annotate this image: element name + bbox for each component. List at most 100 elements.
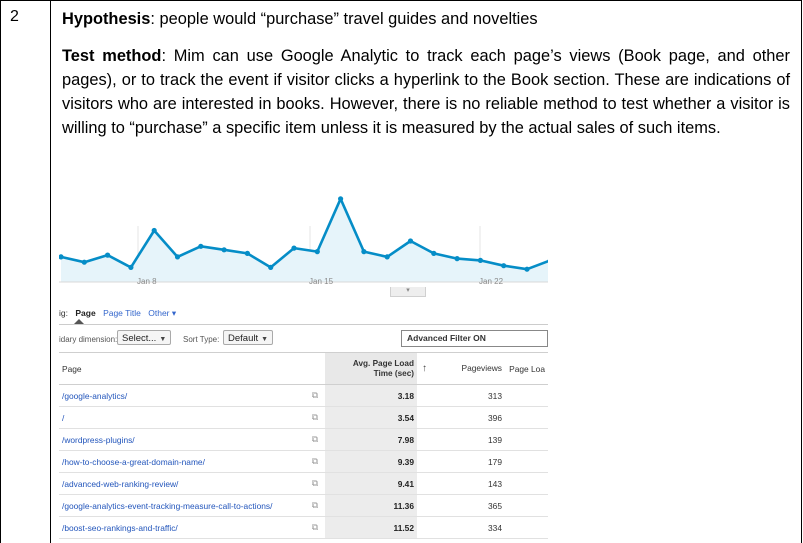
chart-data-point[interactable] xyxy=(431,250,437,256)
chart-data-point[interactable] xyxy=(59,254,64,260)
chevron-down-icon: ▼ xyxy=(159,336,167,343)
column-header-load-time[interactable]: Avg. Page Load Time (sec) xyxy=(325,352,417,385)
table-header-row: Page Avg. Page Load Time (sec) ↑ Pageviews… xyxy=(59,352,548,385)
test-method-label: Test method xyxy=(62,47,162,65)
sort-type-value: Default xyxy=(228,333,259,344)
row-number: 2 xyxy=(10,8,19,25)
x-tick-label: Jan 8 xyxy=(137,277,157,286)
secondary-dimension-value: Select... xyxy=(122,333,157,344)
load-time-value: 3.18 xyxy=(325,384,417,407)
open-page-icon[interactable]: ⧉ xyxy=(305,406,325,429)
chart-data-point[interactable] xyxy=(268,264,274,270)
column-header-spacer xyxy=(305,352,325,385)
load-time-value: 9.41 xyxy=(325,472,417,495)
open-page-icon[interactable]: ⧉ xyxy=(305,494,325,517)
chart-area-fill xyxy=(61,198,548,282)
data-table: Page Avg. Page Load Time (sec) ↑ Pageviews… xyxy=(59,352,548,539)
page-load-cell xyxy=(505,450,548,473)
table-row: /how-to-choose-a-great-domain-name/ ⧉ 9.… xyxy=(59,450,548,473)
test-method-paragraph: Test method: Mim can use Google Analytic… xyxy=(62,44,790,140)
pageviews-value: 179 xyxy=(417,450,505,473)
pageviews-value: 396 xyxy=(417,406,505,429)
dimension-other[interactable]: Other ▾ xyxy=(148,308,177,318)
chart-data-point[interactable] xyxy=(361,249,367,255)
load-time-header-line2: Time (sec) xyxy=(373,368,414,378)
sort-type-select[interactable]: Default ▼ xyxy=(223,330,274,345)
pageviews-value: 334 xyxy=(417,516,505,539)
dimension-divider xyxy=(59,324,548,325)
chart-data-point[interactable] xyxy=(198,243,204,249)
load-time-header-line1: Avg. Page Load xyxy=(352,358,414,368)
table-top-border xyxy=(0,0,802,1)
secondary-dimension-label: idary dimension: xyxy=(59,335,118,344)
active-dimension-marker xyxy=(74,319,84,324)
pageviews-chart xyxy=(59,196,548,283)
table-row: /advanced-web-ranking-review/ ⧉ 9.41 143 xyxy=(59,472,548,495)
x-tick-label: Jan 22 xyxy=(479,277,504,286)
chart-data-point[interactable] xyxy=(151,227,157,234)
page-load-cell xyxy=(505,494,548,517)
pageviews-value: 143 xyxy=(417,472,505,495)
hypothesis-text: : people would “purchase” travel guides … xyxy=(150,10,538,28)
page-load-cell xyxy=(505,516,548,539)
chart-data-point[interactable] xyxy=(407,238,414,244)
open-page-icon[interactable]: ⧉ xyxy=(305,516,325,539)
page-link[interactable]: /boost-seo-rankings-and-traffic/ xyxy=(59,516,305,539)
chart-data-point[interactable] xyxy=(384,254,390,260)
chart-data-point[interactable] xyxy=(221,247,227,253)
page-link[interactable]: /google-analytics/ xyxy=(59,384,305,407)
sort-type-label: Sort Type: xyxy=(183,335,220,344)
table-row: /boost-seo-rankings-and-traffic/ ⧉ 11.52… xyxy=(59,516,548,539)
page-link[interactable]: /advanced-web-ranking-review/ xyxy=(59,472,305,495)
open-page-icon[interactable]: ⧉ xyxy=(305,472,325,495)
advanced-filter-badge[interactable]: Advanced Filter ON xyxy=(401,330,548,347)
load-time-value: 11.52 xyxy=(325,516,417,539)
column-header-page-load[interactable]: Page Loa xyxy=(505,352,548,385)
pageviews-header-label: Pageviews xyxy=(461,363,502,373)
load-time-value: 3.54 xyxy=(325,406,417,429)
load-time-value: 9.39 xyxy=(325,450,417,473)
page-link[interactable]: /google-analytics-event-tracking-measure… xyxy=(59,494,305,517)
chart-data-point[interactable] xyxy=(291,245,297,251)
page-load-cell xyxy=(505,428,548,451)
x-tick-label: Jan 15 xyxy=(309,277,334,286)
column-header-page[interactable]: Page xyxy=(59,352,305,385)
chart-collapse-toggle[interactable]: ▾ xyxy=(390,287,426,297)
page-link[interactable]: /how-to-choose-a-great-domain-name/ xyxy=(59,450,305,473)
open-page-icon[interactable]: ⧉ xyxy=(305,384,325,407)
chart-data-point[interactable] xyxy=(501,263,507,269)
dimension-page[interactable]: Page xyxy=(75,308,96,318)
analytics-screenshot: Jan 8 Jan 15 Jan 22 ▾ ig: Page Page Titl… xyxy=(59,186,548,543)
open-page-icon[interactable]: ⧉ xyxy=(305,450,325,473)
hypothesis-label: Hypothesis xyxy=(62,10,151,28)
hypothesis-paragraph: Hypothesis: people would “purchase” trav… xyxy=(62,7,790,31)
chart-data-point[interactable] xyxy=(524,266,530,272)
page-load-cell xyxy=(505,406,548,429)
chart-data-point[interactable] xyxy=(128,264,134,270)
page-link[interactable]: /wordpress-plugins/ xyxy=(59,428,305,451)
pageviews-value: 365 xyxy=(417,494,505,517)
open-page-icon[interactable]: ⧉ xyxy=(305,428,325,451)
column-header-pageviews[interactable]: ↑ Pageviews xyxy=(417,352,505,385)
chart-data-point[interactable] xyxy=(477,257,483,263)
table-row: /wordpress-plugins/ ⧉ 7.98 139 xyxy=(59,428,548,451)
sort-arrow-icon: ↑ xyxy=(422,363,427,374)
chart-data-point[interactable] xyxy=(105,252,111,258)
chart-data-point[interactable] xyxy=(174,254,181,260)
table-controls: idary dimension: Select... ▼ Sort Type: D… xyxy=(59,329,548,349)
table-left-border xyxy=(0,0,1,543)
table-right-border xyxy=(801,0,802,543)
chart-data-point[interactable] xyxy=(244,250,250,256)
secondary-dimension-select[interactable]: Select... ▼ xyxy=(117,330,172,345)
chart-data-point[interactable] xyxy=(454,256,460,262)
load-time-value: 11.36 xyxy=(325,494,417,517)
page-load-cell xyxy=(505,472,548,495)
chart-data-point[interactable] xyxy=(81,259,87,265)
dimension-page-title[interactable]: Page Title xyxy=(103,308,141,318)
content-cell: Hypothesis: people would “purchase” trav… xyxy=(62,7,790,140)
chevron-down-icon: ▼ xyxy=(261,336,269,343)
page-link[interactable]: / xyxy=(59,406,305,429)
chart-data-point[interactable] xyxy=(338,196,344,202)
chart-data-point[interactable] xyxy=(314,249,320,255)
